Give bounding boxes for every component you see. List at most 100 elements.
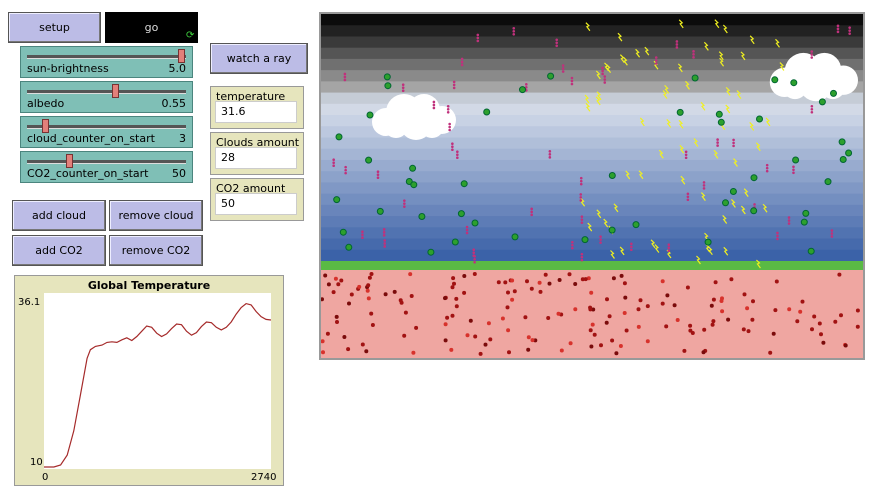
add-co2-button[interactable]: add CO2 bbox=[12, 235, 106, 266]
ir-particle bbox=[519, 86, 526, 94]
sun-brightness-slider[interactable]: sun-brightness 5.0 bbox=[20, 46, 193, 78]
heat-dot bbox=[685, 285, 690, 290]
heat-dot bbox=[619, 273, 624, 278]
ir-particle bbox=[771, 76, 779, 84]
remove-co2-button[interactable]: remove CO2 bbox=[109, 235, 203, 266]
plot-ymax-label: 36.1 bbox=[18, 297, 41, 308]
co2-atom bbox=[684, 150, 688, 154]
albedo-slider[interactable]: albedo 0.55 bbox=[20, 81, 193, 113]
co2-atom bbox=[555, 41, 559, 45]
heat-dot bbox=[588, 307, 593, 312]
heat-dot bbox=[367, 275, 372, 280]
sky-band bbox=[321, 137, 863, 150]
setup-button[interactable]: setup bbox=[8, 12, 101, 43]
co2-atom bbox=[448, 125, 451, 129]
co2-atom bbox=[361, 233, 364, 236]
remove-cloud-button[interactable]: remove cloud bbox=[109, 200, 203, 231]
heat-dot bbox=[839, 313, 843, 318]
co2-atom bbox=[446, 107, 450, 111]
co2-atom bbox=[448, 122, 451, 126]
sun-ray bbox=[707, 246, 713, 256]
ir-particle bbox=[608, 226, 616, 234]
plot-svg bbox=[44, 302, 272, 468]
co2-atom bbox=[836, 30, 840, 34]
heat-dot bbox=[623, 295, 628, 300]
ir-particle bbox=[790, 79, 798, 87]
ir-particle bbox=[608, 172, 616, 179]
cloud-puff bbox=[420, 114, 444, 138]
sky-band bbox=[321, 47, 863, 60]
heat-dot bbox=[525, 279, 529, 284]
co2-molecule bbox=[432, 100, 436, 110]
ir-particle bbox=[691, 74, 699, 82]
co2-molecule bbox=[654, 56, 658, 65]
plot-xmin-label: 0 bbox=[42, 472, 49, 483]
slider-thumb[interactable] bbox=[177, 49, 185, 63]
co2-atom bbox=[456, 153, 459, 157]
sun-ray bbox=[714, 19, 720, 29]
co2-atom bbox=[579, 196, 583, 199]
heat-dot bbox=[682, 348, 687, 353]
heat-dot bbox=[478, 351, 483, 356]
sun-ray bbox=[700, 101, 706, 111]
heat-dot bbox=[855, 308, 860, 313]
sun-ray bbox=[625, 170, 631, 180]
ir-particle bbox=[333, 196, 341, 204]
ir-particle bbox=[471, 219, 479, 227]
heat-dot bbox=[713, 280, 718, 285]
co2-molecule bbox=[465, 225, 469, 235]
co2-molecule bbox=[776, 231, 779, 241]
heat-dot bbox=[526, 335, 531, 340]
co2-atom bbox=[580, 252, 584, 256]
co2-atom bbox=[401, 89, 405, 93]
co2-atom bbox=[451, 148, 454, 152]
co2-atom bbox=[530, 213, 533, 217]
sun-ray bbox=[619, 54, 625, 64]
world-view[interactable] bbox=[319, 12, 865, 360]
co2-molecule bbox=[810, 104, 814, 114]
heat-dot bbox=[500, 316, 505, 321]
co2-molecule bbox=[765, 163, 769, 173]
sun-ray bbox=[779, 62, 785, 71]
slider-thumb[interactable] bbox=[42, 119, 50, 133]
co2-molecule bbox=[361, 230, 364, 239]
heat-dot bbox=[817, 321, 822, 326]
go-button[interactable]: go ⟳ bbox=[105, 12, 198, 43]
co2-molecule bbox=[473, 255, 476, 264]
co2-atom bbox=[599, 241, 602, 244]
heat-dot bbox=[510, 278, 515, 283]
sun-ray bbox=[762, 203, 768, 213]
co2-atom bbox=[599, 238, 602, 241]
sun-ray bbox=[622, 56, 628, 66]
heat-dot bbox=[611, 276, 616, 281]
heat-dot bbox=[443, 322, 448, 327]
co2-atom bbox=[675, 43, 679, 46]
co2-atom bbox=[702, 181, 706, 184]
co2-molecule bbox=[460, 57, 464, 67]
slider-thumb[interactable] bbox=[111, 84, 119, 98]
add-cloud-button[interactable]: add cloud bbox=[12, 200, 106, 231]
remove-co2-label: remove CO2 bbox=[121, 244, 191, 257]
co2-atom bbox=[603, 81, 607, 84]
co2-atom bbox=[451, 145, 454, 149]
cloud-counter-slider[interactable]: cloud_counter_on_start 3 bbox=[20, 116, 193, 148]
watch-a-ray-button[interactable]: watch a ray bbox=[210, 43, 308, 74]
sky-band bbox=[321, 126, 863, 139]
sun-ray bbox=[725, 104, 731, 114]
slider-thumb[interactable] bbox=[65, 154, 73, 168]
ir-particle bbox=[457, 210, 465, 218]
co2-counter-slider[interactable]: CO2_counter_on_start 50 bbox=[20, 151, 193, 183]
world-canvas[interactable] bbox=[321, 14, 863, 358]
heat-dot bbox=[787, 307, 792, 312]
co2-molecule bbox=[603, 75, 607, 84]
co2-atom bbox=[525, 83, 528, 86]
heat-dot bbox=[636, 307, 641, 312]
slider-label: sun-brightness bbox=[27, 62, 109, 75]
heat-dot bbox=[688, 323, 693, 328]
heat-dot bbox=[701, 350, 706, 355]
heat-dot bbox=[538, 289, 543, 294]
co2-molecule bbox=[382, 228, 386, 237]
heat-dot bbox=[605, 297, 609, 302]
plot-ymin-label: 10 bbox=[30, 457, 43, 468]
forever-icon: ⟳ bbox=[186, 30, 195, 41]
